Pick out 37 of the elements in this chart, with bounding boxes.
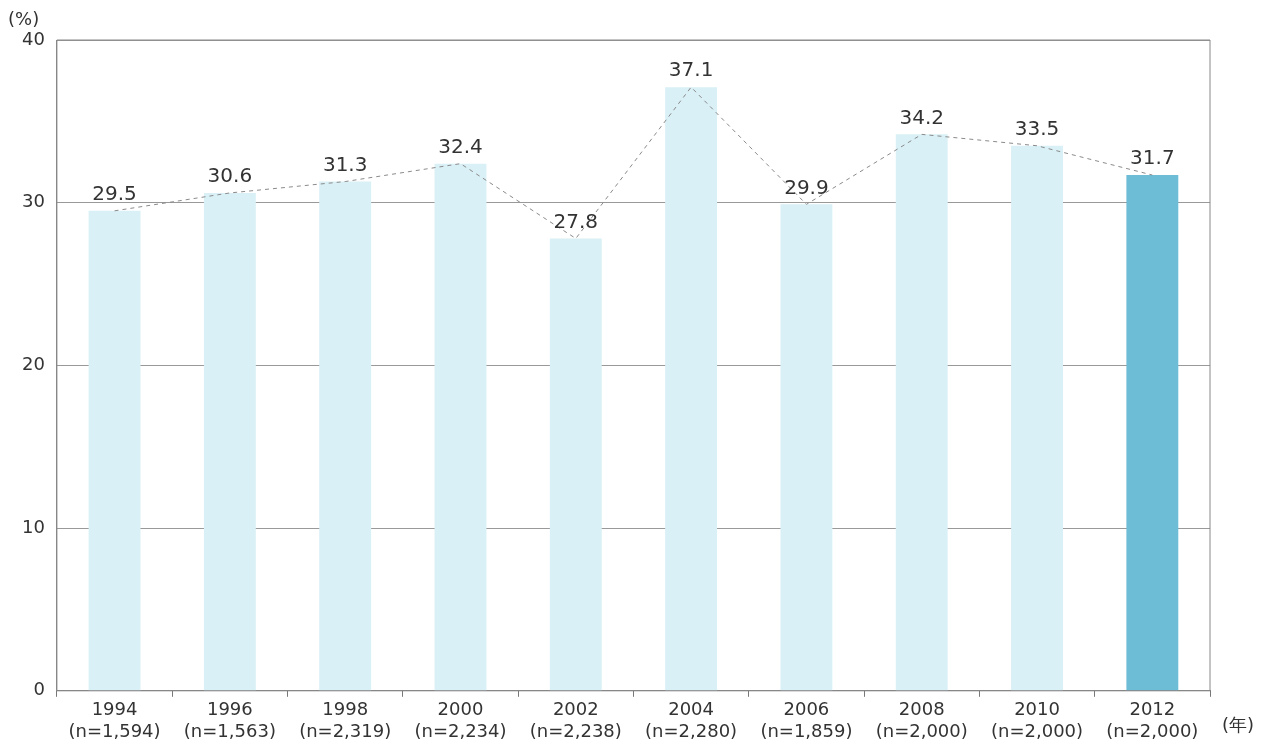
- bar: [549, 238, 602, 691]
- x-tick-label: 2012 (n=2,000): [1106, 698, 1199, 741]
- bar: [780, 204, 833, 691]
- data-label: 37.1: [668, 57, 714, 82]
- data-label: 29.5: [92, 181, 137, 206]
- bar: [88, 210, 141, 691]
- y-tick-label: 10: [22, 515, 45, 537]
- data-label: 31.7: [1130, 145, 1175, 170]
- x-tick-label: 1994 (n=1,594): [68, 698, 161, 741]
- data-label: 34.2: [899, 104, 944, 129]
- x-axis-title: (年): [1222, 714, 1255, 736]
- bar: [1126, 175, 1179, 691]
- data-label: 29.9: [784, 174, 829, 199]
- y-tick-label: 30: [22, 190, 45, 212]
- bar: [203, 192, 256, 691]
- bar: [319, 181, 372, 691]
- data-label: 27.8: [553, 208, 599, 233]
- data-label: 30.6: [207, 163, 253, 188]
- bar: [665, 87, 718, 691]
- data-label: 31.3: [322, 151, 368, 176]
- x-tick-label: 2004 (n=2,280): [645, 698, 738, 741]
- x-tick-label: 1996 (n=1,563): [183, 698, 276, 741]
- y-tick-label: 20: [22, 353, 45, 375]
- data-label: 32.4: [438, 133, 483, 158]
- y-axis-title: (%): [8, 7, 40, 29]
- y-tick-label: 0: [33, 678, 45, 700]
- y-tick-label: 40: [22, 27, 45, 49]
- x-tick-label: 2008 (n=2,000): [875, 698, 968, 741]
- x-tick-label: 2010 (n=2,000): [991, 698, 1084, 741]
- x-tick-label: 1998 (n=2,319): [299, 698, 392, 741]
- x-tick-label: 2002 (n=2,238): [529, 698, 622, 741]
- data-label: 33.5: [1014, 115, 1060, 140]
- bar: [1011, 145, 1063, 691]
- bar: [434, 163, 487, 691]
- x-tick-label: 2006 (n=1,859): [760, 698, 853, 741]
- bar: [895, 134, 948, 691]
- x-tick-label: 2000 (n=2,234): [414, 698, 507, 741]
